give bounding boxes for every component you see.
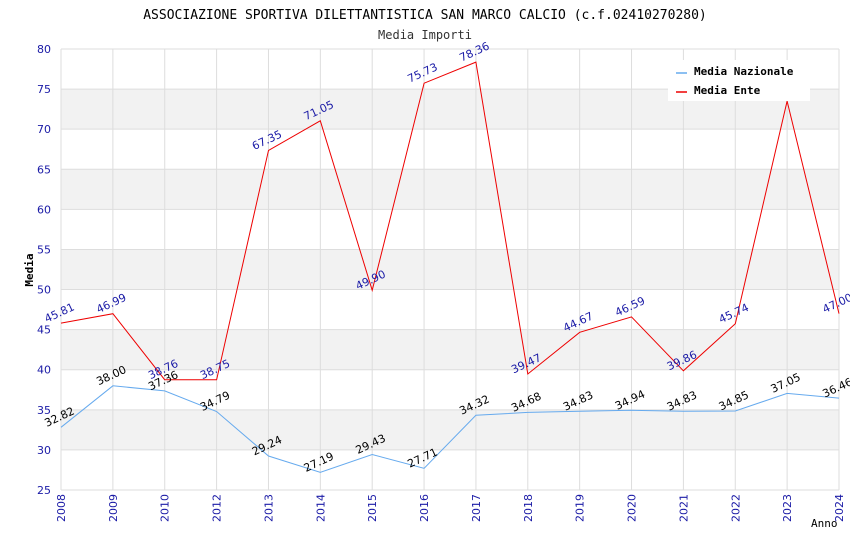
chart-title: ASSOCIAZIONE SPORTIVA DILETTANTISTICA SA…: [143, 8, 707, 23]
y-axis-label: Media: [23, 253, 36, 286]
legend: Media Nazionale Media Ente: [668, 60, 810, 101]
y-tick-label: 50: [37, 284, 51, 297]
x-tick-label: 2021: [677, 494, 690, 522]
y-tick-label: 40: [37, 364, 51, 377]
x-tick-label: 2013: [262, 494, 275, 522]
x-tick-label: 2019: [574, 494, 587, 522]
y-tick-label: 75: [37, 83, 51, 96]
x-tick-label: 2016: [418, 494, 431, 522]
x-axis-label: Anno: [811, 517, 838, 530]
y-tick-label: 70: [37, 123, 51, 136]
band: [61, 169, 839, 210]
series-line-media-ente: [60, 61, 840, 381]
y-tick-label: 55: [37, 243, 51, 256]
legend-box: [668, 60, 810, 101]
x-tick-label: 2020: [626, 494, 639, 522]
x-tick-label: 2009: [107, 494, 120, 522]
x-tick-label: 2017: [470, 494, 483, 522]
x-tick-label: 2018: [522, 494, 535, 522]
y-tick-label: 65: [37, 163, 51, 176]
legend-label-media-ente: Media Ente: [694, 84, 761, 97]
y-tick-label: 60: [37, 203, 51, 216]
y-tick-label: 80: [37, 43, 51, 56]
y-tick-label: 30: [37, 444, 51, 457]
x-tick-label: 2012: [211, 494, 224, 522]
band: [61, 409, 839, 450]
legend-label-media-nazionale: Media Nazionale: [694, 65, 794, 78]
y-axis-ticks: 25 30 35 40 45 50 55 60 65 70 75 80: [37, 43, 51, 497]
y-tick-label: 25: [37, 484, 51, 497]
band: [61, 329, 839, 370]
y-tick-label: 35: [37, 404, 51, 417]
x-axis-ticks: 2008 2009 2010 2012 2013 2014 2015 2016 2017 2018…: [55, 494, 846, 522]
chart-subtitle: Media Importi: [378, 28, 472, 42]
x-tick-label: 2015: [366, 494, 379, 522]
gridlines: [60, 48, 840, 491]
x-tick-label: 2022: [729, 494, 742, 522]
series-line-media-nazionale: [60, 385, 840, 473]
x-tick-label: 2010: [159, 494, 172, 522]
x-tick-label: 2014: [314, 494, 327, 522]
plot-background: [61, 49, 839, 490]
x-tick-label: 2024: [833, 494, 846, 522]
x-tick-label: 2023: [781, 494, 794, 522]
x-tick-label: 2008: [55, 494, 68, 522]
band: [61, 249, 839, 290]
series-lines: [60, 61, 840, 473]
y-tick-label: 45: [37, 324, 51, 337]
